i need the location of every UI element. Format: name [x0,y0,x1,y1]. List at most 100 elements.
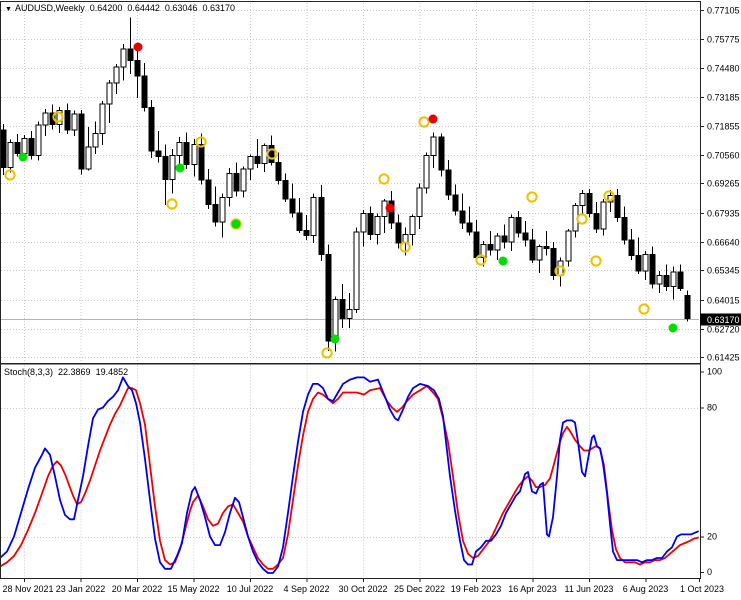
symbol-timeframe-label: AUDUSD,Weekly [14,3,85,13]
candle-bearish [522,232,529,241]
signal-dot-green [175,163,185,173]
candle-bearish [303,230,310,236]
candle-bearish [445,169,452,196]
date-axis-label: 4 Sep 2022 [283,584,329,594]
signal-circle-yellow [52,111,64,123]
date-axis-label: 23 Jan 2022 [56,584,106,594]
candle-bearish [473,231,480,259]
candle-bearish [628,239,635,256]
candle-bullish [416,187,423,218]
candle-bullish [423,155,430,189]
signal-circle-yellow [321,347,333,359]
signal-circle-yellow [399,241,411,253]
signal-circle-yellow [195,136,207,148]
stoch-line-signal [0,385,699,570]
high-value: 0.64442 [127,3,160,13]
signal-dot-green [668,323,678,333]
date-axis-label: 16 Apr 2023 [508,584,557,594]
candle-bearish [64,110,71,131]
candle-bearish [14,141,21,154]
signal-circle-yellow [638,303,650,315]
candle-bearish [325,253,332,342]
candle-bullish [226,172,233,199]
date-axis-label: 25 Dec 2022 [394,584,445,594]
date-axis-label: 11 Jun 2023 [565,584,614,594]
indicator-header: Stoch(8,3,3) 22.3869 19.4852 [4,367,133,377]
candle-bearish [550,248,557,276]
signal-circle-yellow [166,198,178,210]
price-axis-label: 0.67935 [707,209,740,219]
signal-circle-yellow [590,255,602,267]
candle-bearish [515,217,522,234]
candle-bullish [191,144,198,165]
stoch-axis-label: 80 [707,403,717,413]
candle-bearish [282,179,289,200]
candle-bullish [670,271,677,287]
open-value: 0.64200 [89,3,123,13]
stoch-axis-label: 100 [707,367,722,377]
candle-bullish [310,196,317,236]
signal-circle-yellow [418,116,430,128]
indicator-label: Stoch(8,3,3) [4,367,54,377]
candle-bullish [85,146,92,170]
price-axis-label: 0.69265 [707,179,740,189]
candle-bearish [254,156,261,164]
candle-bearish [677,271,684,290]
indicator-main-value: 22.3869 [58,367,91,377]
candle-bearish [487,243,494,251]
candle-bearish [127,48,134,61]
chevron-down-icon[interactable]: ▼ [5,6,12,13]
candle-bearish [339,298,346,320]
candle-bullish [346,309,353,320]
candle-bullish [71,113,78,131]
candle-bullish [480,243,487,259]
signal-dot-red [133,42,143,52]
candle-bearish [198,144,205,181]
candle-bullish [261,145,268,164]
candle-bullish [169,155,176,180]
signal-circle-yellow [576,213,588,225]
candle-bearish [155,150,162,157]
candle-bearish [289,198,296,214]
candle-bearish [395,222,402,244]
candle-bearish [233,172,240,192]
price-axis-label: 0.61425 [707,353,740,363]
price-axis-label: 0.66640 [707,238,740,248]
indicator-signal-value: 19.4852 [95,367,129,377]
candle-bullish [120,48,127,68]
candle-bearish [438,136,445,171]
candle-bearish [212,203,219,223]
close-value: 0.63170 [202,3,235,13]
candle-bullish [374,216,381,235]
price-axis-label: 0.64015 [707,296,740,306]
candle-bullish [92,132,99,148]
candle-bearish [586,192,593,214]
candle-bearish [0,129,7,168]
stoch-axis-label: 20 [707,532,717,542]
price-axis-label: 0.77105 [707,6,740,16]
candle-bearish [459,210,466,224]
candle-bullish [7,141,14,168]
low-value: 0.63046 [164,3,198,13]
candle-bullish [430,136,437,157]
candle-bearish [452,194,459,212]
candle-bearish [318,196,325,255]
candle-bearish [78,113,85,170]
candle-bearish [49,112,56,126]
signal-circle-yellow [475,254,487,266]
candle-bullish [656,274,663,285]
candle-bearish [543,246,550,250]
candle-bearish [614,195,621,219]
signal-circle-yellow [603,190,615,202]
signal-circle-yellow [554,265,566,277]
candle-bearish [28,137,35,157]
signal-dot-red [385,203,395,213]
candle-bullish [409,216,416,235]
signal-circle-yellow [266,148,278,160]
candle-bullish [579,192,586,206]
signal-dot-green [498,256,508,266]
candle-bullish [353,231,360,311]
candle-bearish [466,222,473,233]
candle-bullish [42,112,49,126]
